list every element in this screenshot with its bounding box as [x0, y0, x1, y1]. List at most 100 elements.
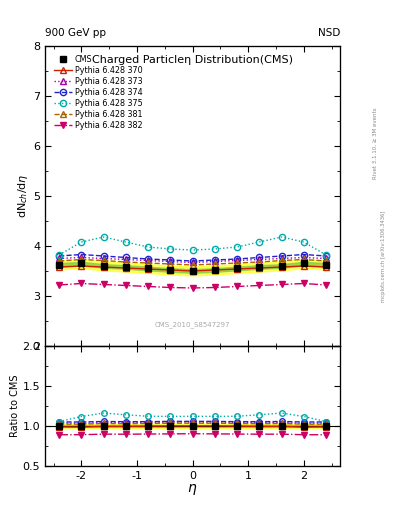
- Pythia 6.428 382: [79, 281, 84, 287]
- Pythia 6.428 381: [57, 258, 61, 264]
- Pythia 6.428 381: [279, 258, 284, 264]
- Pythia 6.428 382: [257, 283, 262, 289]
- Line: Pythia 6.428 373: Pythia 6.428 373: [56, 254, 329, 266]
- CMS: [146, 265, 151, 271]
- Pythia 6.428 370: [190, 268, 195, 274]
- Legend: CMS, Pythia 6.428 370, Pythia 6.428 373, Pythia 6.428 374, Pythia 6.428 375, Pyt: CMS, Pythia 6.428 370, Pythia 6.428 373,…: [52, 53, 144, 132]
- X-axis label: $\eta$: $\eta$: [187, 482, 198, 497]
- Pythia 6.428 375: [123, 239, 128, 245]
- Pythia 6.428 370: [57, 264, 61, 270]
- CMS: [213, 267, 217, 273]
- Text: NSD: NSD: [318, 28, 340, 38]
- Text: 900 GeV pp: 900 GeV pp: [45, 28, 106, 38]
- Line: Pythia 6.428 370: Pythia 6.428 370: [56, 263, 329, 274]
- Pythia 6.428 375: [168, 246, 173, 252]
- Pythia 6.428 370: [168, 267, 173, 273]
- Pythia 6.428 375: [324, 252, 329, 258]
- Pythia 6.428 375: [301, 239, 306, 245]
- Pythia 6.428 381: [79, 257, 84, 263]
- Text: Charged Particleη Distribution(CMS): Charged Particleη Distribution(CMS): [92, 55, 293, 65]
- Pythia 6.428 370: [79, 263, 84, 269]
- CMS: [257, 264, 262, 270]
- Pythia 6.428 370: [123, 265, 128, 271]
- Pythia 6.428 375: [146, 244, 151, 250]
- Pythia 6.428 381: [101, 258, 106, 264]
- Pythia 6.428 382: [279, 282, 284, 288]
- Pythia 6.428 373: [79, 254, 84, 261]
- Pythia 6.428 373: [301, 254, 306, 261]
- CMS: [279, 263, 284, 269]
- Pythia 6.428 374: [279, 253, 284, 259]
- Pythia 6.428 370: [235, 266, 239, 272]
- CMS: [168, 267, 173, 273]
- Pythia 6.428 373: [257, 257, 262, 263]
- Pythia 6.428 382: [101, 282, 106, 288]
- Pythia 6.428 374: [146, 256, 151, 262]
- Pythia 6.428 374: [190, 258, 195, 264]
- Pythia 6.428 373: [279, 255, 284, 262]
- Pythia 6.428 382: [146, 284, 151, 290]
- Pythia 6.428 381: [123, 259, 128, 265]
- Pythia 6.428 381: [301, 257, 306, 263]
- Y-axis label: Ratio to CMS: Ratio to CMS: [10, 375, 20, 437]
- Text: mcplots.cern.ch [arXiv:1306.3436]: mcplots.cern.ch [arXiv:1306.3436]: [381, 210, 386, 302]
- Line: Pythia 6.428 374: Pythia 6.428 374: [56, 251, 329, 264]
- Pythia 6.428 373: [101, 255, 106, 262]
- Pythia 6.428 374: [235, 256, 239, 262]
- Pythia 6.428 381: [324, 258, 329, 264]
- Pythia 6.428 382: [57, 282, 61, 288]
- Pythia 6.428 382: [123, 283, 128, 289]
- Pythia 6.428 373: [324, 255, 329, 262]
- Y-axis label: dN$_{ch}$/d$\eta$: dN$_{ch}$/d$\eta$: [17, 174, 30, 218]
- CMS: [190, 268, 195, 274]
- Pythia 6.428 375: [57, 252, 61, 258]
- Pythia 6.428 382: [235, 284, 239, 290]
- Pythia 6.428 374: [257, 254, 262, 261]
- Text: Rivet 3.1.10, ≥ 3M events: Rivet 3.1.10, ≥ 3M events: [373, 108, 378, 179]
- Pythia 6.428 373: [213, 259, 217, 265]
- Pythia 6.428 375: [190, 247, 195, 253]
- Pythia 6.428 375: [235, 244, 239, 250]
- Pythia 6.428 381: [190, 262, 195, 268]
- Pythia 6.428 374: [79, 251, 84, 258]
- Pythia 6.428 375: [213, 246, 217, 252]
- Pythia 6.428 373: [235, 258, 239, 264]
- CMS: [235, 265, 239, 271]
- Line: Pythia 6.428 375: Pythia 6.428 375: [56, 234, 329, 258]
- Pythia 6.428 374: [101, 253, 106, 259]
- Pythia 6.428 373: [190, 260, 195, 266]
- Pythia 6.428 374: [324, 253, 329, 259]
- Pythia 6.428 373: [168, 259, 173, 265]
- Pythia 6.428 373: [146, 258, 151, 264]
- Pythia 6.428 375: [257, 239, 262, 245]
- Pythia 6.428 375: [279, 234, 284, 240]
- Pythia 6.428 370: [257, 265, 262, 271]
- Pythia 6.428 381: [146, 260, 151, 266]
- Pythia 6.428 370: [279, 264, 284, 270]
- Pythia 6.428 381: [235, 260, 239, 266]
- Pythia 6.428 374: [123, 254, 128, 261]
- Pythia 6.428 370: [324, 264, 329, 270]
- CMS: [101, 263, 106, 269]
- Pythia 6.428 370: [101, 264, 106, 270]
- Pythia 6.428 382: [301, 281, 306, 287]
- Pythia 6.428 382: [168, 285, 173, 291]
- Pythia 6.428 381: [168, 261, 173, 267]
- Pythia 6.428 370: [146, 266, 151, 272]
- Pythia 6.428 374: [168, 257, 173, 263]
- Pythia 6.428 374: [213, 257, 217, 263]
- Pythia 6.428 382: [213, 285, 217, 291]
- Pythia 6.428 382: [324, 282, 329, 288]
- Pythia 6.428 382: [190, 285, 195, 291]
- Pythia 6.428 373: [57, 255, 61, 262]
- CMS: [301, 261, 306, 267]
- CMS: [324, 262, 329, 268]
- Pythia 6.428 381: [257, 259, 262, 265]
- CMS: [57, 262, 61, 268]
- Line: CMS: CMS: [56, 260, 329, 274]
- Line: Pythia 6.428 381: Pythia 6.428 381: [56, 257, 329, 268]
- CMS: [123, 264, 128, 270]
- Pythia 6.428 375: [101, 234, 106, 240]
- Pythia 6.428 370: [301, 263, 306, 269]
- Pythia 6.428 370: [213, 267, 217, 273]
